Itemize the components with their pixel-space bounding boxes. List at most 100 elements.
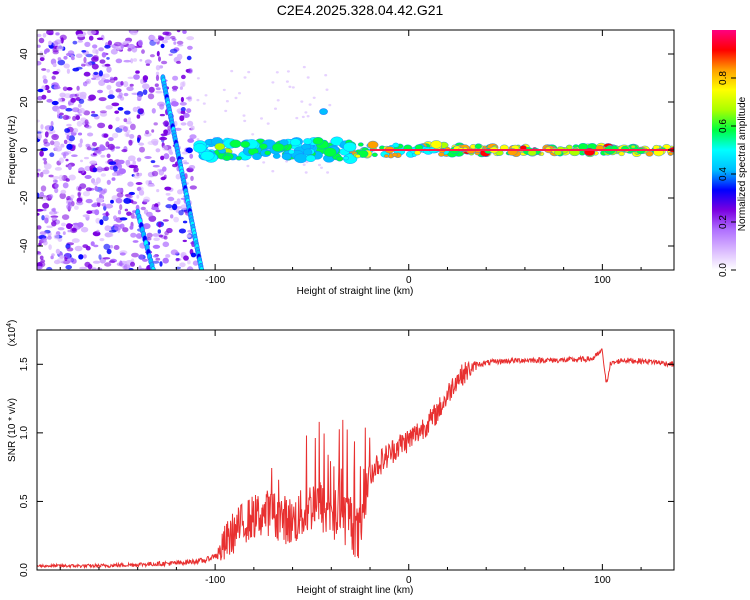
noise-speckle <box>37 44 41 48</box>
carrier-blob <box>222 154 232 161</box>
noise-speckle <box>79 183 87 190</box>
noise-speckle <box>53 259 61 265</box>
noise-speckle <box>52 71 59 75</box>
noise-speckle <box>106 248 112 255</box>
noise-speckle <box>91 56 99 62</box>
noise-speckle <box>155 90 163 94</box>
noise-speckle <box>60 189 67 195</box>
noise-speckle <box>176 53 183 60</box>
noise-speckle <box>143 223 151 230</box>
noise-speckle <box>82 254 87 259</box>
noise-speckle <box>96 197 104 203</box>
carrier-blob <box>414 150 421 156</box>
noise-speckle <box>139 172 143 177</box>
noise-speckle <box>71 56 75 61</box>
noise-speckle <box>114 224 122 231</box>
noise-speckle <box>72 67 80 72</box>
noise-speckle <box>119 252 126 256</box>
noise-speckle <box>46 69 50 73</box>
faint-speckle <box>301 115 305 119</box>
noise-speckle <box>71 201 75 207</box>
noise-speckle <box>59 92 66 98</box>
noise-speckle <box>105 203 114 209</box>
noise-speckle <box>155 209 161 213</box>
noise-speckle <box>38 261 46 268</box>
noise-speckle <box>48 194 54 199</box>
noise-speckle <box>175 173 181 180</box>
noise-speckle <box>75 201 84 206</box>
noise-speckle <box>180 107 186 112</box>
noise-speckle <box>102 215 109 222</box>
noise-speckle <box>127 155 136 162</box>
noise-speckle <box>56 108 60 115</box>
noise-speckle <box>104 63 111 67</box>
noise-speckle <box>76 85 80 91</box>
noise-speckle <box>46 225 54 229</box>
noise-speckle <box>189 185 197 190</box>
noise-speckle <box>183 255 189 261</box>
noise-speckle <box>39 171 44 178</box>
noise-speckle <box>115 146 121 149</box>
faint-speckle <box>308 103 312 106</box>
noise-speckle <box>43 163 52 170</box>
noise-speckle <box>67 257 74 263</box>
noise-speckle <box>147 93 155 100</box>
noise-speckle <box>78 98 85 104</box>
colorbar-tick-label: 0.4 <box>718 167 729 181</box>
noise-speckle <box>52 63 57 68</box>
noise-speckle <box>111 177 116 181</box>
noise-speckle <box>48 244 52 250</box>
noise-speckle <box>80 226 89 233</box>
x-tick-label: 100 <box>594 275 611 286</box>
snr-frame <box>36 329 675 571</box>
spectrogram-ylabel: Frequency (Hz) <box>7 116 18 185</box>
colorbar-tick-label: 0.8 <box>718 71 729 85</box>
noise-speckle <box>44 217 49 224</box>
noise-speckle <box>185 96 192 100</box>
noise-speckle <box>97 201 101 207</box>
noise-speckle <box>64 128 70 133</box>
noise-speckle <box>76 120 83 127</box>
noise-speckle <box>75 115 80 121</box>
noise-speckle <box>84 41 91 48</box>
noise-speckle <box>155 87 161 91</box>
noise-speckle <box>76 92 84 97</box>
noise-speckle <box>42 208 47 212</box>
noise-speckle <box>136 157 142 162</box>
noise-speckle <box>70 194 75 199</box>
noise-speckle <box>68 135 75 142</box>
noise-speckle <box>53 140 60 148</box>
noise-speckle <box>123 81 129 88</box>
noise-speckle <box>98 47 104 52</box>
noise-speckle <box>125 120 132 125</box>
noise-speckle <box>154 83 159 87</box>
noise-speckle <box>163 129 169 135</box>
faint-speckle <box>243 76 247 79</box>
noise-speckle <box>128 139 133 146</box>
noise-speckle <box>127 76 134 80</box>
faint-speckle <box>275 71 279 74</box>
noise-speckle <box>177 43 184 47</box>
snr-axes: -100 0 100 0.0 0.5 1.0 1.5 <box>19 330 674 586</box>
noise-speckle <box>79 138 83 144</box>
noise-speckle <box>99 144 104 149</box>
noise-speckle <box>171 203 178 211</box>
noise-speckle <box>37 208 44 212</box>
noise-speckle <box>59 192 66 200</box>
noise-speckle <box>93 181 99 186</box>
noise-speckle <box>153 237 160 241</box>
noise-speckle <box>117 107 124 111</box>
noise-speckle <box>162 39 168 44</box>
noise-speckle <box>83 71 91 77</box>
noise-speckle <box>37 168 41 172</box>
noise-speckle <box>119 217 128 221</box>
noise-speckle <box>66 68 70 74</box>
noise-speckle <box>136 194 140 199</box>
noise-speckle <box>94 185 98 191</box>
noise-speckle <box>179 86 183 90</box>
noise-speckle <box>117 159 125 165</box>
noise-speckle <box>55 32 60 36</box>
noise-speckle <box>37 95 43 101</box>
colorbar-tick-label: 0.0 <box>718 263 729 277</box>
